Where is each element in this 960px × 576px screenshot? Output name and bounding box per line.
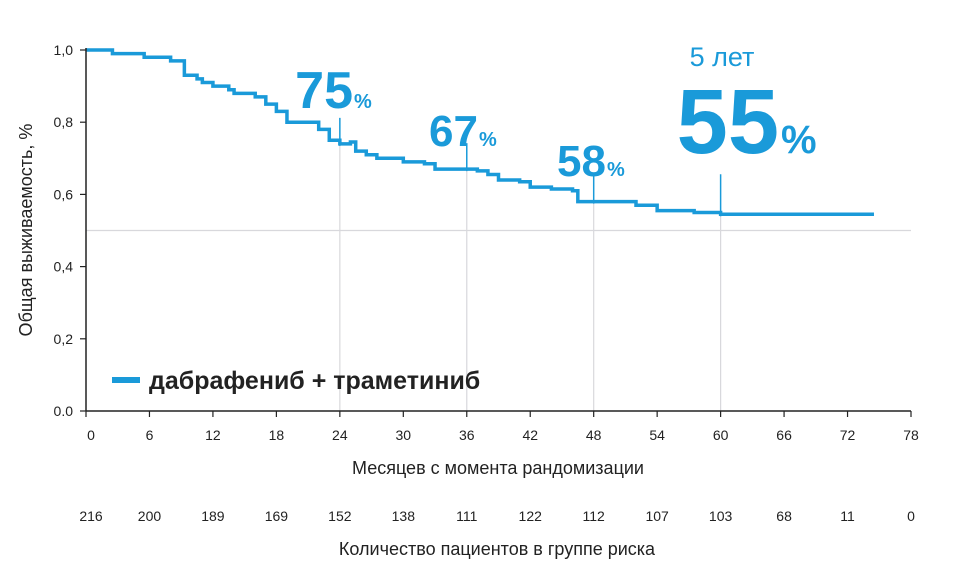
annotation-unit: % <box>781 118 817 162</box>
x-tick-label: 0 <box>87 427 95 443</box>
risk-count: 169 <box>265 508 289 524</box>
y-tick-label: 0,8 <box>54 114 74 130</box>
legend-label: дабрафениб + траметиниб <box>149 367 480 395</box>
annotation-unit: % <box>479 129 497 151</box>
x-tick-label: 48 <box>586 427 602 443</box>
x-tick-label: 30 <box>396 427 412 443</box>
annotation-unit: % <box>607 159 625 181</box>
risk-count: 152 <box>328 508 352 524</box>
x-tick-label: 36 <box>459 427 475 443</box>
risk-count: 112 <box>583 508 606 524</box>
tick-labels: 0 6 12 18 24 30 36 42 48 54 60 66 72 78 0.0 0,2 0,4 0,6 0,… <box>54 42 919 443</box>
risk-count: 11 <box>840 508 855 524</box>
x-tick-label: 18 <box>269 427 285 443</box>
risk-table: 216 200 189 169 152 138 111 122 112 107 103 68 11 0 <box>79 508 915 524</box>
risk-count: 189 <box>201 508 225 524</box>
risk-count: 138 <box>392 508 416 524</box>
risk-count: 103 <box>709 508 733 524</box>
annotation-value: 75 <box>295 62 353 120</box>
x-tick-label: 66 <box>776 427 792 443</box>
risk-table-title: Количество пациентов в группе риска <box>339 539 656 559</box>
y-tick-label: 0,2 <box>54 331 74 347</box>
annotation-value: 67 <box>429 107 478 156</box>
risk-count: 111 <box>456 508 477 524</box>
survival-curve <box>86 48 874 217</box>
y-axis-label: Общая выживаемость, % <box>16 124 36 337</box>
x-tick-label: 72 <box>840 427 856 443</box>
y-tick-label: 0.0 <box>54 403 74 419</box>
y-tick-label: 0,4 <box>54 259 74 275</box>
x-tick-label: 12 <box>205 427 221 443</box>
survival-curve-layer <box>86 48 874 217</box>
y-tick-label: 1,0 <box>54 42 74 58</box>
annotation-value: 58 <box>557 137 606 186</box>
x-tick-label: 54 <box>649 427 665 443</box>
risk-count: 68 <box>776 508 792 524</box>
risk-count: 200 <box>138 508 162 524</box>
annotation-unit: % <box>354 91 372 113</box>
risk-count: 122 <box>519 508 543 524</box>
risk-count: 216 <box>79 508 103 524</box>
x-tick-label: 24 <box>332 427 348 443</box>
x-axis-label: Месяцев с момента рандомизации <box>352 458 644 478</box>
annotation-lines <box>339 117 722 411</box>
annotation-value: 55 <box>677 71 779 173</box>
x-tick-label: 42 <box>522 427 538 443</box>
risk-count: 0 <box>907 508 915 524</box>
annotation-caption: 5 лет <box>690 42 755 72</box>
x-tick-label: 60 <box>713 427 729 443</box>
x-tick-label: 78 <box>903 427 919 443</box>
axes <box>80 48 912 417</box>
x-tick-label: 6 <box>146 427 154 443</box>
y-tick-label: 0,6 <box>54 186 74 202</box>
risk-count: 107 <box>645 508 669 524</box>
